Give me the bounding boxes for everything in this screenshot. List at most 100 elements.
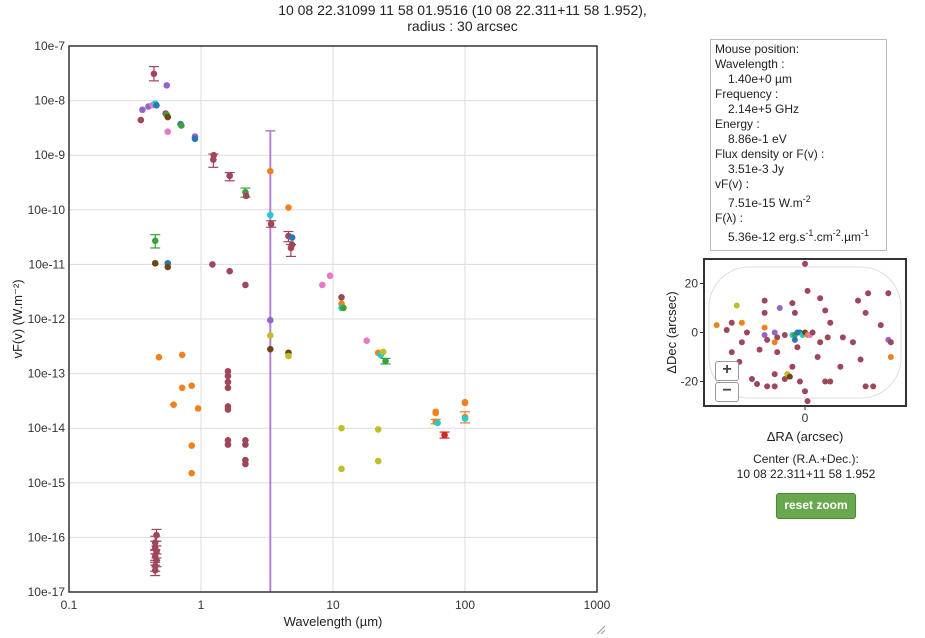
x-axis-label: Wavelength (µm) [284,614,383,629]
data-point [178,384,186,392]
data-point [226,267,234,275]
wavelength-value: 1.40e+0 µm [728,72,792,86]
sky-point [754,380,761,387]
sky-point [781,331,788,338]
sky-point [774,349,781,356]
data-point [178,122,185,129]
flux-value: 3.51e-3 Jy [728,162,785,176]
data-point [379,348,387,356]
data-point [210,151,218,159]
y-tick-label: 10e-9 [34,148,65,162]
sky-point [728,319,735,326]
zoom-out-button[interactable]: − [715,382,739,402]
data-point [434,419,441,427]
sky-point [728,349,735,356]
sky-point [855,297,862,304]
vfv-value: 7.51e-15 W.m-2 [728,194,811,210]
sky-point [887,339,894,346]
data-point [242,460,249,468]
data-point [326,272,334,280]
sky-point [804,398,811,405]
data-point [226,172,234,180]
data-point [164,128,172,135]
frequency-label: Frequency : [715,87,779,101]
sky-point [789,300,796,307]
sky-point [837,363,844,370]
sky-x-tick-label: 0 [802,411,809,425]
data-point [267,345,274,353]
sky-point [733,302,740,309]
data-point [267,211,274,219]
reset-zoom-button[interactable]: reset zoom [776,493,856,519]
sky-map[interactable]: 0 20 0 -20 ΔRA (arcsec) ΔDec (arcsec) [660,255,920,445]
x-tick-label: 10 [326,598,340,612]
sky-point [786,373,793,380]
data-point [224,378,232,386]
resize-handle-icon[interactable] [595,624,605,634]
x-tick-label: 100 [455,598,475,612]
chart-title: 10 08 22.31099 11 58 01.9516 (10 08 22.3… [0,2,925,34]
data-point [267,316,274,324]
sky-point [794,344,801,351]
frequency-value: 2.14e+5 GHz [728,102,800,116]
sky-point [764,336,771,343]
sed-plot[interactable]: 0.1 1 10 100 1000 10e-7 10e-8 10e-9 10e-10 10e-11… [0,0,640,638]
sky-point [885,290,892,297]
vfv-label: vF(v) : [715,177,749,191]
sky-point [738,319,745,326]
data-point [188,382,195,390]
data-point [139,106,146,114]
data-point [338,424,345,432]
data-point [170,401,177,408]
data-point [151,259,159,267]
sky-point [865,290,872,297]
y-axis-label: vF(v) (W.m⁻²) [10,279,25,358]
data-point [188,469,195,477]
data-point [461,415,469,422]
sky-x-axis-label: ΔRA (arcsec) [767,429,844,444]
energy-label: Energy : [715,117,760,131]
center-label: Center (R.A.+Dec.): [753,452,859,466]
sky-point [817,339,824,346]
x-tick-label: 0.1 [61,598,78,612]
data-point [151,237,159,245]
sky-point [857,356,864,363]
data-point [461,399,469,407]
sky-point [774,334,781,341]
sky-point [756,346,763,353]
flux-label: Flux density or F(v) : [715,147,825,161]
y-tick-label: 10e-8 [34,94,65,108]
y-tick-label: 10e-14 [28,421,66,435]
data-point [194,405,202,412]
data-point [188,442,195,449]
sky-point [870,383,877,390]
data-point [288,241,296,248]
y-tick-label: 10e-17 [28,585,66,599]
sky-point [824,334,831,341]
sky-point [761,324,768,331]
data-point [267,332,274,339]
flambda-label: F(λ) : [715,211,743,225]
data-point [363,337,370,345]
sky-y-tick-label: 20 [685,277,699,291]
sky-point [748,376,755,383]
mouse-position-panel: Mouse position: Wavelength : 1.40e+0 µm … [710,39,887,251]
sky-point [761,309,768,316]
center-value: 10 08 22.311+11 58 1.952 [736,467,876,481]
sky-point [771,329,778,336]
sky-point [804,287,811,294]
zoom-in-button[interactable]: + [715,361,739,381]
data-point [155,353,163,361]
sky-point [713,322,720,329]
data-point [153,531,160,539]
data-point [191,135,199,143]
data-point [209,261,216,268]
data-point [242,281,249,289]
x-tick-label: 1 [198,598,205,612]
sky-point [761,331,768,338]
sky-point [738,339,745,346]
title-line-2: radius : 30 arcsec [407,18,518,34]
data-point [164,263,172,271]
y-tick-label: 10e-12 [28,312,66,326]
sky-point [781,376,788,383]
